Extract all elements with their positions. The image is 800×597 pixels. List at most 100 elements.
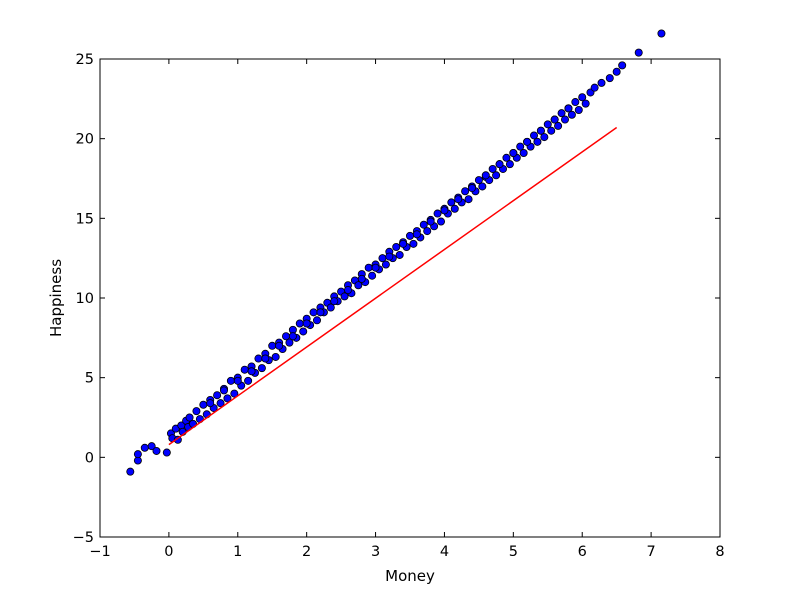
scatter-point — [412, 230, 421, 239]
scatter-point — [481, 171, 490, 180]
scatter-point — [530, 131, 539, 140]
y-tick-label: 15 — [76, 211, 94, 227]
scatter-point — [261, 354, 270, 363]
scatter-point — [254, 354, 263, 363]
scatter-point — [461, 187, 470, 196]
scatter-point — [199, 400, 208, 409]
scatter-point — [133, 450, 142, 459]
scatter-point — [578, 93, 587, 102]
x-tick-label: 7 — [646, 544, 655, 560]
scatter-point — [447, 198, 456, 207]
scatter-point — [381, 260, 390, 269]
scatter-point — [495, 160, 504, 169]
scatter-point — [657, 29, 666, 38]
scatter-point — [543, 120, 552, 129]
scatter-point — [343, 286, 352, 295]
scatter-point — [597, 78, 606, 87]
scatter-point — [233, 376, 242, 385]
fit-line — [168, 126, 618, 446]
scatter-point — [519, 149, 528, 158]
scatter-point — [216, 399, 225, 408]
x-tick-label: 8 — [715, 544, 724, 560]
scatter-point — [206, 399, 215, 408]
x-tick-label: 4 — [440, 544, 449, 560]
scatter-point — [240, 365, 249, 374]
fit-line-series — [168, 126, 618, 446]
scatter-point — [219, 386, 228, 395]
scatter-point — [536, 126, 545, 135]
x-tick-label: 3 — [371, 544, 380, 560]
scatter-point — [581, 99, 590, 108]
scatter-point — [433, 209, 442, 218]
x-tick-label: 5 — [509, 544, 518, 560]
y-tick-label: 25 — [76, 52, 94, 68]
scatter-point — [257, 364, 266, 373]
scatter-point — [571, 98, 580, 107]
scatter-point — [368, 271, 377, 280]
scatter-point — [223, 394, 232, 403]
scatter-point — [312, 316, 321, 325]
x-tick-label: 6 — [578, 544, 587, 560]
scatter-point — [567, 110, 576, 119]
x-axis-label: Money — [385, 567, 435, 585]
scatter-point — [271, 352, 280, 361]
axis-ticks: −1 0 1 2 3 4 5 6 7 8 −5 0 5 10 15 20 25 — [73, 52, 725, 560]
scatter-point — [502, 153, 511, 162]
scatter-point — [574, 105, 583, 114]
scatter-point — [247, 367, 256, 376]
scatter-point — [426, 217, 435, 226]
scatter-point — [399, 239, 408, 248]
x-tick-label: 0 — [164, 544, 173, 560]
scatter-point — [561, 115, 570, 124]
scatter-point — [330, 297, 339, 306]
scatter-point — [533, 137, 542, 146]
scatter-point — [299, 327, 308, 336]
scatter-point — [440, 206, 449, 215]
x-tick-label: 1 — [233, 544, 242, 560]
scatter-point — [454, 195, 463, 204]
scatter-point — [173, 435, 182, 444]
scatter-point — [288, 332, 297, 341]
scatter-point — [230, 389, 239, 398]
scatter-point — [557, 109, 566, 118]
scatter-point — [309, 308, 318, 317]
scatter-point — [492, 171, 501, 180]
y-tick-label: 10 — [76, 291, 94, 307]
scatter-point — [634, 48, 643, 57]
scatter-point — [612, 67, 621, 76]
scatter-point — [126, 467, 135, 476]
scatter-point — [409, 239, 418, 248]
scatter-point — [392, 243, 401, 252]
scatter-point — [285, 338, 294, 347]
scatter-point — [523, 137, 532, 146]
scatter-point — [354, 281, 363, 290]
scatter-point — [395, 250, 404, 259]
scatter-point — [464, 195, 473, 204]
scatter-point — [516, 142, 525, 151]
scatter-point — [162, 448, 171, 457]
scatter-point — [213, 391, 222, 400]
scatter-point — [385, 252, 394, 261]
scatter-point — [295, 319, 304, 328]
scatter-point — [405, 231, 414, 240]
scatter-point — [419, 220, 428, 229]
x-tick-label: 2 — [302, 544, 311, 560]
scatter-point — [540, 133, 549, 142]
scatter-point — [185, 413, 194, 422]
scatter-point — [326, 303, 335, 312]
scatter-point — [364, 263, 373, 272]
scatter-point — [244, 376, 253, 385]
scatter-point — [605, 74, 614, 83]
scatter-point — [564, 104, 573, 113]
y-tick-label: −5 — [73, 530, 94, 546]
scatter-point — [505, 160, 514, 169]
scatter-point — [509, 149, 518, 158]
scatter-point — [474, 176, 483, 185]
scatter-point — [618, 61, 627, 70]
scatter-point — [478, 182, 487, 191]
scatter-point — [147, 442, 156, 451]
scatter-point — [357, 274, 366, 283]
scatter-point — [488, 164, 497, 173]
